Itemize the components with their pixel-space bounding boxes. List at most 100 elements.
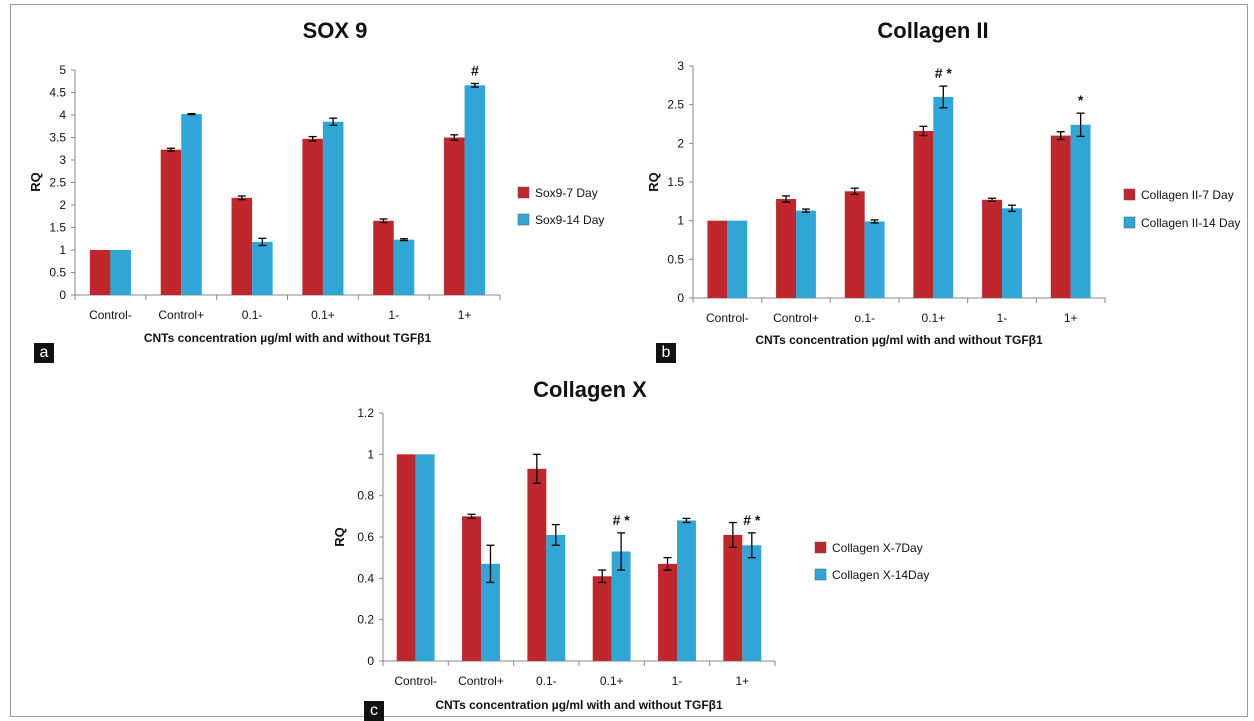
legend-label: Sox9-14 Day (535, 213, 604, 227)
y-tick-label: 0.5 (49, 266, 66, 280)
y-tick-label: 0 (677, 291, 684, 305)
bar-series2 (322, 121, 344, 295)
bar-series1 (302, 138, 323, 295)
bar-series1 (723, 534, 743, 661)
bar-series1 (776, 199, 796, 298)
x-axis-title: CNTs concentration µg/ml with and withou… (755, 333, 1043, 347)
bar-series2 (796, 210, 816, 298)
y-tick-label: 2 (677, 136, 684, 150)
bar-series1 (707, 220, 728, 298)
legend-swatch (517, 186, 530, 199)
bar-series1 (160, 149, 182, 295)
y-tick-label: 3.5 (49, 131, 66, 145)
x-tick-label: 1- (388, 308, 399, 322)
y-tick-label: 3 (59, 153, 66, 167)
bar-series1 (844, 191, 865, 298)
x-tick-label: o.1- (854, 311, 875, 325)
x-tick-label: Control- (706, 311, 749, 325)
bar-series1 (913, 130, 934, 298)
bar-series2 (415, 454, 435, 661)
x-tick-label: 0.1- (242, 308, 263, 322)
y-tick-label: 0.8 (357, 489, 374, 503)
legend-label: Collagen X-7Day (832, 541, 923, 555)
bar-series1 (527, 468, 547, 661)
bar-series1 (444, 137, 465, 295)
bar-series2 (546, 534, 566, 661)
significance-marker: # * (743, 512, 761, 528)
bar-series1 (982, 199, 1002, 298)
x-tick-label: 1- (997, 311, 1008, 325)
legend-swatch (1123, 216, 1136, 229)
bar-series2 (181, 114, 202, 295)
bar-series2 (1070, 124, 1091, 298)
x-tick-label: 0.1+ (600, 674, 624, 688)
bar-series1 (592, 576, 612, 661)
y-tick-label: 1 (59, 243, 66, 257)
x-tick-label: Control+ (158, 308, 204, 322)
y-tick-label: 0.5 (667, 252, 684, 266)
bar-series2 (727, 220, 748, 298)
y-tick-label: 1.5 (49, 221, 66, 235)
panel-label-c: c (364, 701, 384, 721)
bar-series1 (658, 563, 677, 661)
legend-label: Sox9-7 Day (535, 186, 598, 200)
y-tick-label: 0.4 (357, 571, 374, 585)
y-tick-label: 1 (367, 447, 374, 461)
y-axis-title: RQ (28, 172, 43, 192)
chart-title: Collagen X (533, 377, 647, 402)
x-tick-label: 0.1- (536, 674, 557, 688)
chart-title: Collagen II (877, 18, 988, 43)
bar-series2 (864, 221, 885, 298)
collagen-ii-chart: Collagen II 0 0.5 1 1.5 2 2.5 3 Control- Control+… (646, 18, 1240, 347)
significance-marker: # (471, 63, 479, 79)
legend-swatch (517, 213, 530, 226)
significance-marker: * (1078, 92, 1084, 108)
y-tick-label: 4 (59, 108, 66, 122)
legend-swatch (814, 541, 827, 554)
x-tick-label: Control+ (773, 311, 819, 325)
x-tick-label: Control- (394, 674, 437, 688)
figure-frame (10, 4, 1248, 717)
x-axis-title: CNTs concentration µg/ml with and withou… (435, 698, 723, 712)
bar-series2 (742, 545, 762, 661)
x-tick-label: Control+ (458, 674, 504, 688)
bar-series1 (462, 516, 481, 661)
x-axis-title: CNTs concentration µg/ml with and withou… (144, 331, 432, 345)
x-tick-label: 1+ (458, 308, 472, 322)
x-tick-label: 0.1+ (311, 308, 335, 322)
y-tick-label: 3 (677, 59, 684, 73)
y-tick-label: 1 (677, 214, 684, 228)
bar-series2 (933, 96, 954, 298)
y-tick-label: 0 (59, 288, 66, 302)
bar-series2 (1002, 208, 1022, 298)
y-tick-label: 4.5 (49, 86, 66, 100)
y-tick-label: 2 (59, 198, 66, 212)
legend-swatch (814, 568, 827, 581)
x-tick-label: Control- (89, 308, 132, 322)
chart-title: SOX 9 (303, 18, 368, 43)
bar-series2 (393, 239, 415, 295)
bar-series1 (373, 220, 394, 295)
collagen-x-chart: Collagen X 0 0.2 0.4 0.6 0.8 1 1.2 Control- Contr… (332, 377, 929, 712)
legend-label: Collagen II-14 Day (1141, 216, 1240, 230)
bar-series2 (611, 551, 631, 661)
legend-label: Collagen X-14Day (832, 568, 929, 582)
bar-series1 (396, 454, 416, 661)
bar-series2 (110, 250, 131, 295)
panel-label-b: b (656, 343, 676, 363)
y-tick-label: 0.6 (357, 530, 374, 544)
bar-series2 (677, 520, 696, 661)
panel-label-a: a (34, 343, 54, 363)
y-tick-label: 2.5 (49, 176, 66, 190)
bar-series1 (89, 250, 111, 295)
y-axis-title: RQ (646, 172, 661, 192)
x-tick-label: 1- (672, 674, 683, 688)
x-tick-label: 0.1+ (921, 311, 945, 325)
bar-series2 (481, 563, 500, 661)
y-tick-label: 5 (59, 63, 66, 77)
y-tick-label: 1.5 (667, 175, 684, 189)
significance-marker: # * (935, 65, 953, 81)
x-tick-label: 1+ (1064, 311, 1078, 325)
bar-series1 (1050, 135, 1071, 298)
y-tick-label: 2.5 (667, 98, 684, 112)
